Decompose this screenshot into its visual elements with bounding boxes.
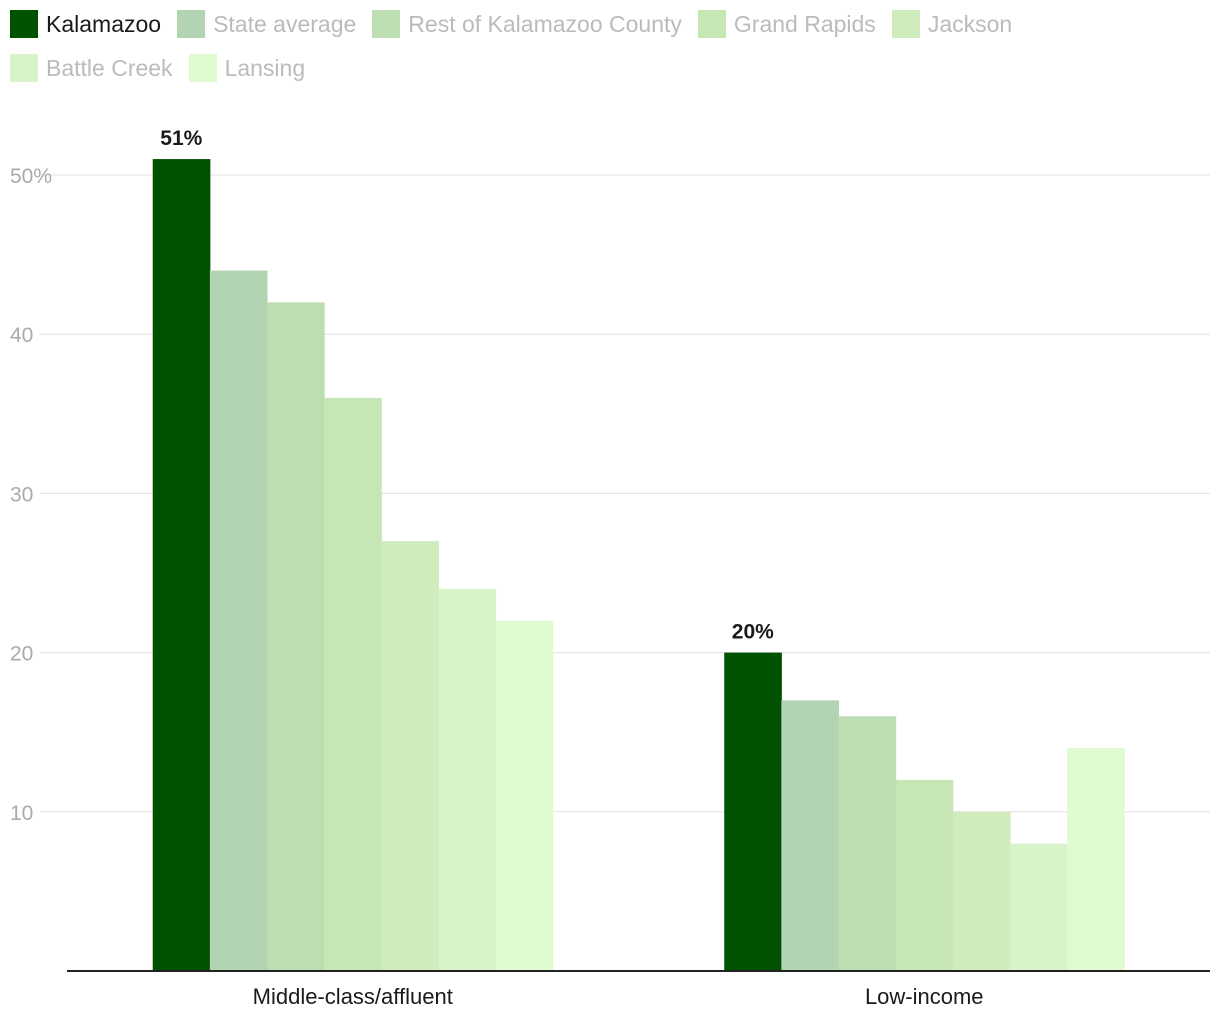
legend-item[interactable]: Rest of Kalamazoo County [372, 10, 682, 38]
legend-swatch [697, 10, 726, 38]
data-label: 20% [732, 621, 774, 644]
legend-item[interactable]: Grand Rapids [697, 10, 876, 38]
bar [724, 652, 782, 971]
bar [381, 541, 439, 971]
legend-swatch [177, 10, 206, 38]
y-tick-label: 10 [10, 802, 33, 825]
legend-item[interactable]: State average [177, 10, 356, 38]
y-tick-label: 30 [10, 483, 33, 506]
legend-item[interactable]: Kalamazoo [10, 10, 161, 38]
legend-item[interactable]: Battle Creek [10, 54, 173, 82]
legend: Kalamazoo State average Rest of Kalamazoo … [10, 10, 1110, 82]
legend-swatch [372, 10, 401, 38]
legend-label: Grand Rapids [733, 10, 876, 37]
bar [495, 620, 554, 971]
x-tick-label: Middle-class/affluent [253, 984, 453, 1009]
legend-swatch [891, 10, 920, 38]
legend-label: Lansing [224, 54, 306, 81]
bar [1067, 748, 1125, 971]
legend-label: Rest of Kalamazoo County [408, 10, 682, 37]
legend-swatch [10, 54, 38, 82]
bar [895, 779, 954, 971]
legend-swatch [188, 54, 217, 82]
legend-item[interactable]: Jackson [891, 10, 1013, 38]
legend-item[interactable]: Lansing [188, 54, 306, 82]
y-tick-label: 50% [10, 165, 52, 188]
data-label: 51% [160, 127, 202, 150]
bar [209, 270, 268, 971]
bar [952, 811, 1011, 971]
bar [1009, 843, 1068, 971]
bar [438, 588, 497, 971]
legend-label: State average [213, 10, 357, 37]
y-tick-label: 20 [10, 643, 33, 666]
bar [324, 397, 382, 971]
x-tick-label: Low-income [865, 984, 984, 1009]
bar [781, 700, 840, 971]
bar [267, 302, 325, 971]
legend-swatch [10, 10, 38, 38]
legend-label: Jackson [927, 10, 1013, 37]
bar [838, 716, 897, 971]
legend-label: Battle Creek [46, 54, 173, 81]
bar [152, 159, 211, 971]
legend-label: Kalamazoo [46, 10, 162, 37]
y-tick-label: 40 [10, 324, 33, 347]
